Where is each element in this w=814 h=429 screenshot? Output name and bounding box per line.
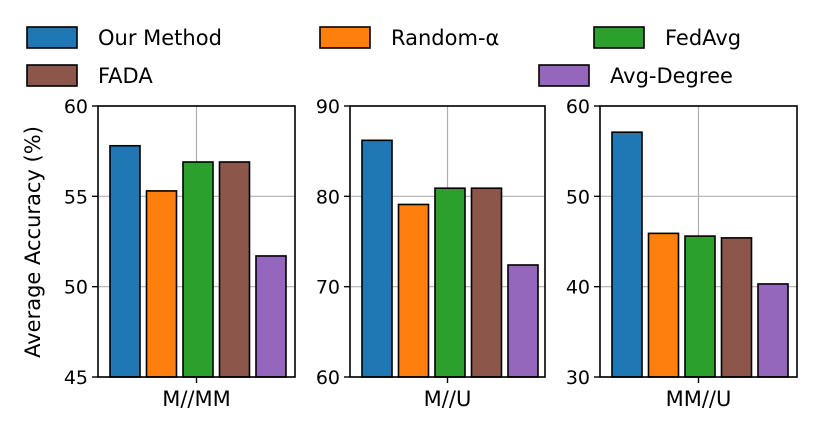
y-tick-label-60: 60 xyxy=(566,96,590,118)
bar-m-u-random xyxy=(397,203,430,378)
bar-m-mm-our-method xyxy=(109,144,141,378)
bar-m-mm-avg-degree xyxy=(255,255,287,378)
y-tick-label-30: 30 xyxy=(566,367,590,389)
bar-m-mm-fada xyxy=(218,161,251,378)
bar-mm-u-random xyxy=(647,232,680,378)
panel-mm-u: 30 40 50 60 MM//U xyxy=(566,96,798,411)
bar-mm-u-avg-degree xyxy=(757,283,789,378)
y-tick-label-55: 55 xyxy=(64,186,88,208)
legend-label-our-method: Our Method xyxy=(98,26,222,50)
y-tick-label-50: 50 xyxy=(64,277,88,299)
legend-swatch-avg-degree xyxy=(538,64,590,87)
legend-swatch-random xyxy=(319,26,371,49)
bar-m-u-fada xyxy=(470,187,503,378)
bar-mm-u-fedavg xyxy=(684,235,716,378)
bar-m-mm-fedavg xyxy=(182,161,214,378)
legend-swatch-our-method xyxy=(26,26,78,49)
legend-swatch-fedavg xyxy=(593,26,645,49)
legend-item-fada: FADA xyxy=(26,64,153,88)
legend-label-fedavg: FedAvg xyxy=(665,26,741,50)
panel-label-mm-u: MM//U xyxy=(666,387,732,411)
y-tick-label-90: 90 xyxy=(316,96,340,118)
y-tick-label-50: 50 xyxy=(566,186,590,208)
legend-item-fedavg: FedAvg xyxy=(593,26,741,50)
bar-m-u-avg-degree xyxy=(507,264,539,378)
panel-m-mm: 45 50 55 60 M//MM xyxy=(64,96,296,411)
panel-label-m-mm: M//MM xyxy=(162,387,231,411)
y-tick-label-80: 80 xyxy=(316,186,340,208)
y-tick-label-60: 60 xyxy=(64,96,88,118)
legend-item-our-method: Our Method xyxy=(26,26,222,50)
legend-item-random: Random-α xyxy=(319,26,499,50)
bar-mm-u-fada xyxy=(720,237,753,378)
legend-swatch-fada xyxy=(26,64,78,87)
legend-item-avg-degree: Avg-Degree xyxy=(538,64,733,88)
y-tick-label-60: 60 xyxy=(316,367,340,389)
bar-m-u-our-method xyxy=(361,139,393,378)
y-tick-label-45: 45 xyxy=(64,367,88,389)
bar-m-mm-random xyxy=(145,190,178,378)
legend-label-avg-degree: Avg-Degree xyxy=(610,64,733,88)
bar-mm-u-our-method xyxy=(611,131,643,378)
legend-label-fada: FADA xyxy=(98,64,153,88)
legend: Our Method Random-α FedAvg FADA Avg-Degree xyxy=(26,26,741,88)
y-tick-label-40: 40 xyxy=(566,277,590,299)
legend-label-random: Random-α xyxy=(391,26,499,50)
panel-label-m-u: M//U xyxy=(424,387,472,411)
y-axis-label: Average Accuracy (%) xyxy=(21,126,45,358)
panels: 45 50 55 60 M//MM 60 70 80 90 M//U 30 40 50 60 MM//U xyxy=(64,96,798,411)
panel-m-u: 60 70 80 90 M//U xyxy=(316,96,546,411)
bar-m-u-fedavg xyxy=(434,187,466,378)
y-tick-label-70: 70 xyxy=(316,277,340,299)
